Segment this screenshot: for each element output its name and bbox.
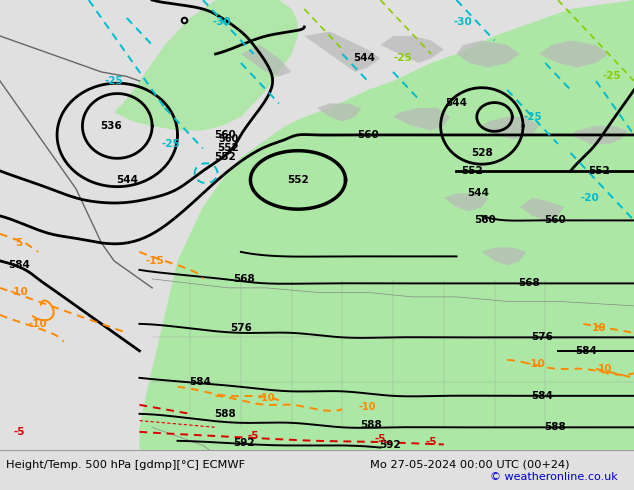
Text: 5: 5 <box>15 238 23 248</box>
Text: -30: -30 <box>212 18 231 27</box>
Text: 568: 568 <box>233 274 255 284</box>
Text: 552: 552 <box>217 144 239 153</box>
Text: 528: 528 <box>471 148 493 158</box>
Text: -10: -10 <box>526 359 545 369</box>
Text: 10: 10 <box>592 323 606 333</box>
Text: 560: 560 <box>218 134 238 145</box>
Text: 560: 560 <box>357 130 378 140</box>
Text: -5: -5 <box>13 427 25 437</box>
Text: -10: -10 <box>29 319 48 329</box>
Text: 584: 584 <box>189 377 210 388</box>
Polygon shape <box>317 103 361 122</box>
Text: -10: -10 <box>10 287 29 297</box>
Text: 552: 552 <box>287 175 309 185</box>
Text: -25: -25 <box>162 139 181 149</box>
Text: -25: -25 <box>105 76 124 86</box>
Text: 588: 588 <box>214 409 236 419</box>
Text: -5: -5 <box>425 437 437 447</box>
Polygon shape <box>304 31 380 72</box>
Polygon shape <box>571 126 628 144</box>
Text: 544: 544 <box>446 98 467 108</box>
Text: -25: -25 <box>393 53 412 64</box>
Text: 552: 552 <box>214 152 236 163</box>
Text: -25: -25 <box>602 72 621 81</box>
Text: 584: 584 <box>576 346 597 356</box>
Text: -5: -5 <box>248 431 259 441</box>
Text: 568: 568 <box>519 278 540 289</box>
Text: 592: 592 <box>233 438 255 448</box>
Text: -25: -25 <box>523 112 542 122</box>
Text: © weatheronline.co.uk: © weatheronline.co.uk <box>490 472 618 482</box>
Polygon shape <box>482 117 539 140</box>
Text: 544: 544 <box>354 53 375 64</box>
Polygon shape <box>444 194 488 211</box>
Polygon shape <box>456 41 520 68</box>
Text: -15: -15 <box>146 256 165 266</box>
Polygon shape <box>139 0 634 450</box>
Text: 588: 588 <box>360 420 382 430</box>
Polygon shape <box>380 36 444 63</box>
Text: 552: 552 <box>588 166 610 176</box>
Text: -10: -10 <box>359 402 377 412</box>
Text: 588: 588 <box>544 422 566 432</box>
Text: 10: 10 <box>598 364 612 374</box>
Text: -30: -30 <box>453 18 472 27</box>
Text: 536: 536 <box>100 121 122 131</box>
Text: Mo 27-05-2024 00:00 UTC (00+24): Mo 27-05-2024 00:00 UTC (00+24) <box>370 460 569 470</box>
Text: -5: -5 <box>375 434 386 443</box>
Text: 584: 584 <box>531 391 553 401</box>
Text: 576: 576 <box>531 332 553 343</box>
Text: 544: 544 <box>468 189 489 198</box>
Text: 560: 560 <box>214 130 236 140</box>
Text: 576: 576 <box>230 323 252 333</box>
Polygon shape <box>241 45 292 76</box>
Text: 544: 544 <box>116 175 138 185</box>
Polygon shape <box>393 108 450 130</box>
Polygon shape <box>482 247 526 266</box>
Text: Height/Temp. 500 hPa [gdmp][°C] ECMWF: Height/Temp. 500 hPa [gdmp][°C] ECMWF <box>6 460 245 470</box>
Text: 552: 552 <box>462 166 483 176</box>
Text: 584: 584 <box>8 260 30 270</box>
Text: -10: -10 <box>257 393 275 403</box>
Polygon shape <box>520 198 564 220</box>
Text: -20: -20 <box>580 193 599 203</box>
Polygon shape <box>114 0 298 130</box>
Text: 560: 560 <box>474 216 496 225</box>
Text: 592: 592 <box>379 441 401 450</box>
Polygon shape <box>539 41 609 68</box>
Text: 560: 560 <box>544 216 566 225</box>
